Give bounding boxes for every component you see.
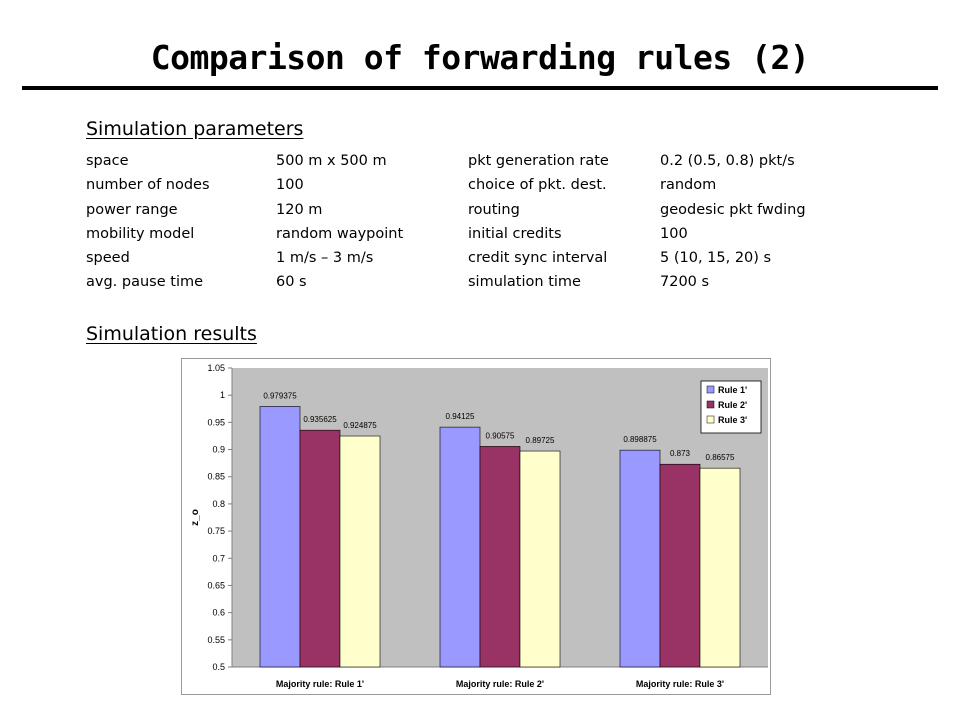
x-tick-label: Majority rule: Rule 2' xyxy=(456,679,544,689)
parameter-value: 5 (10, 15, 20) s xyxy=(660,250,772,267)
y-tick-label: 0.9 xyxy=(212,445,225,455)
bar xyxy=(619,449,661,668)
parameter-name: speed xyxy=(86,250,130,267)
parameter-name: credit sync interval xyxy=(468,250,608,267)
bar xyxy=(519,450,561,668)
y-tick-label: 0.85 xyxy=(207,472,225,482)
y-tick-label: 0.7 xyxy=(212,553,225,563)
data-label: 0.873 xyxy=(670,449,691,458)
data-label: 0.90575 xyxy=(486,431,515,440)
parameter-value: 100 xyxy=(660,225,688,242)
parameter-name: space xyxy=(86,153,129,169)
y-tick-label: 0.6 xyxy=(212,608,225,618)
parameter-row: avg. pause time 60 s simulation time 720… xyxy=(86,270,886,294)
parameter-row: power range 120 m routing geodesic pkt f… xyxy=(86,198,886,222)
simulation-parameters-table: space 500 m x 500 m pkt generation rate … xyxy=(86,149,886,295)
bar xyxy=(659,463,701,668)
slide-title: Comparison of forwarding rules (2) xyxy=(150,38,810,77)
legend-label: Rule 2' xyxy=(718,400,747,410)
parameter-value: 60 s xyxy=(276,274,307,291)
parameter-value: 500 m x 500 m xyxy=(276,153,387,169)
legend-label: Rule 3' xyxy=(718,415,747,425)
parameter-value: 7200 s xyxy=(660,274,710,291)
parameter-row: space 500 m x 500 m pkt generation rate … xyxy=(86,149,886,173)
parameter-name: avg. pause time xyxy=(86,274,204,291)
parameter-value: 0.2 (0.5, 0.8) pkt/s xyxy=(660,153,795,169)
legend-label: Rule 1' xyxy=(718,385,747,395)
parameter-name: power range xyxy=(86,201,178,218)
x-tick-label: Majority rule: Rule 1' xyxy=(276,679,364,689)
parameter-name: mobility model xyxy=(86,225,195,242)
parameter-row: number of nodes 100 choice of pkt. dest.… xyxy=(86,173,886,197)
y-tick-label: 0.8 xyxy=(212,499,225,509)
y-tick-label: 1.05 xyxy=(207,363,225,373)
parameter-row: speed 1 m/s – 3 m/s credit sync interval… xyxy=(86,246,886,270)
data-label: 0.94125 xyxy=(446,412,475,421)
y-tick-label: 0.55 xyxy=(207,635,225,645)
data-label: 0.86575 xyxy=(706,453,735,462)
data-label: 0.89725 xyxy=(526,436,555,445)
parameter-value: geodesic pkt fwding xyxy=(660,201,806,218)
parameter-value: 1 m/s – 3 m/s xyxy=(276,250,374,267)
parameter-value: 100 xyxy=(276,177,304,194)
legend-swatch xyxy=(706,385,715,394)
simulation-results-heading: Simulation results xyxy=(86,323,257,345)
parameter-name: pkt generation rate xyxy=(468,153,609,169)
y-tick-label: 0.5 xyxy=(212,662,225,672)
parameter-value: random waypoint xyxy=(276,225,404,242)
y-axis-title: z_o xyxy=(190,509,201,526)
results-chart-svg: 0.5 0.55 0.6 0.65 0.7 0.75 0.8 0.85 0.9 0.95 1 1.05… xyxy=(190,363,768,689)
data-label: 0.935625 xyxy=(303,415,337,424)
y-tick-label: 0.65 xyxy=(207,580,225,590)
parameter-name: initial credits xyxy=(468,225,562,242)
results-chart: 0.5 0.55 0.6 0.65 0.7 0.75 0.8 0.85 0.9 0.95 1 1.05… xyxy=(181,358,771,695)
data-label: 0.924875 xyxy=(343,421,377,430)
bar xyxy=(339,435,381,668)
bar xyxy=(439,426,481,668)
bar xyxy=(699,467,741,668)
parameter-value: 120 m xyxy=(276,201,323,218)
data-label: 0.979375 xyxy=(263,391,297,400)
parameter-name: number of nodes xyxy=(86,177,210,194)
parameter-name: choice of pkt. dest. xyxy=(468,177,607,194)
bar xyxy=(299,429,341,668)
parameter-name: routing xyxy=(468,201,520,218)
bar xyxy=(479,446,521,668)
y-tick-label: 1 xyxy=(220,390,225,400)
parameter-value: random xyxy=(660,177,717,194)
y-tick-label: 0.75 xyxy=(207,526,225,536)
parameter-name: simulation time xyxy=(468,274,581,291)
legend-swatch xyxy=(706,400,715,409)
title-divider xyxy=(22,86,938,90)
x-tick-label: Majority rule: Rule 3' xyxy=(636,679,724,689)
parameter-row: mobility model random waypoint initial c… xyxy=(86,222,886,246)
bar xyxy=(259,406,301,668)
simulation-parameters-heading: Simulation parameters xyxy=(86,118,304,140)
y-tick-label: 0.95 xyxy=(207,417,225,427)
data-label: 0.898875 xyxy=(623,435,657,444)
legend-swatch xyxy=(706,415,715,424)
